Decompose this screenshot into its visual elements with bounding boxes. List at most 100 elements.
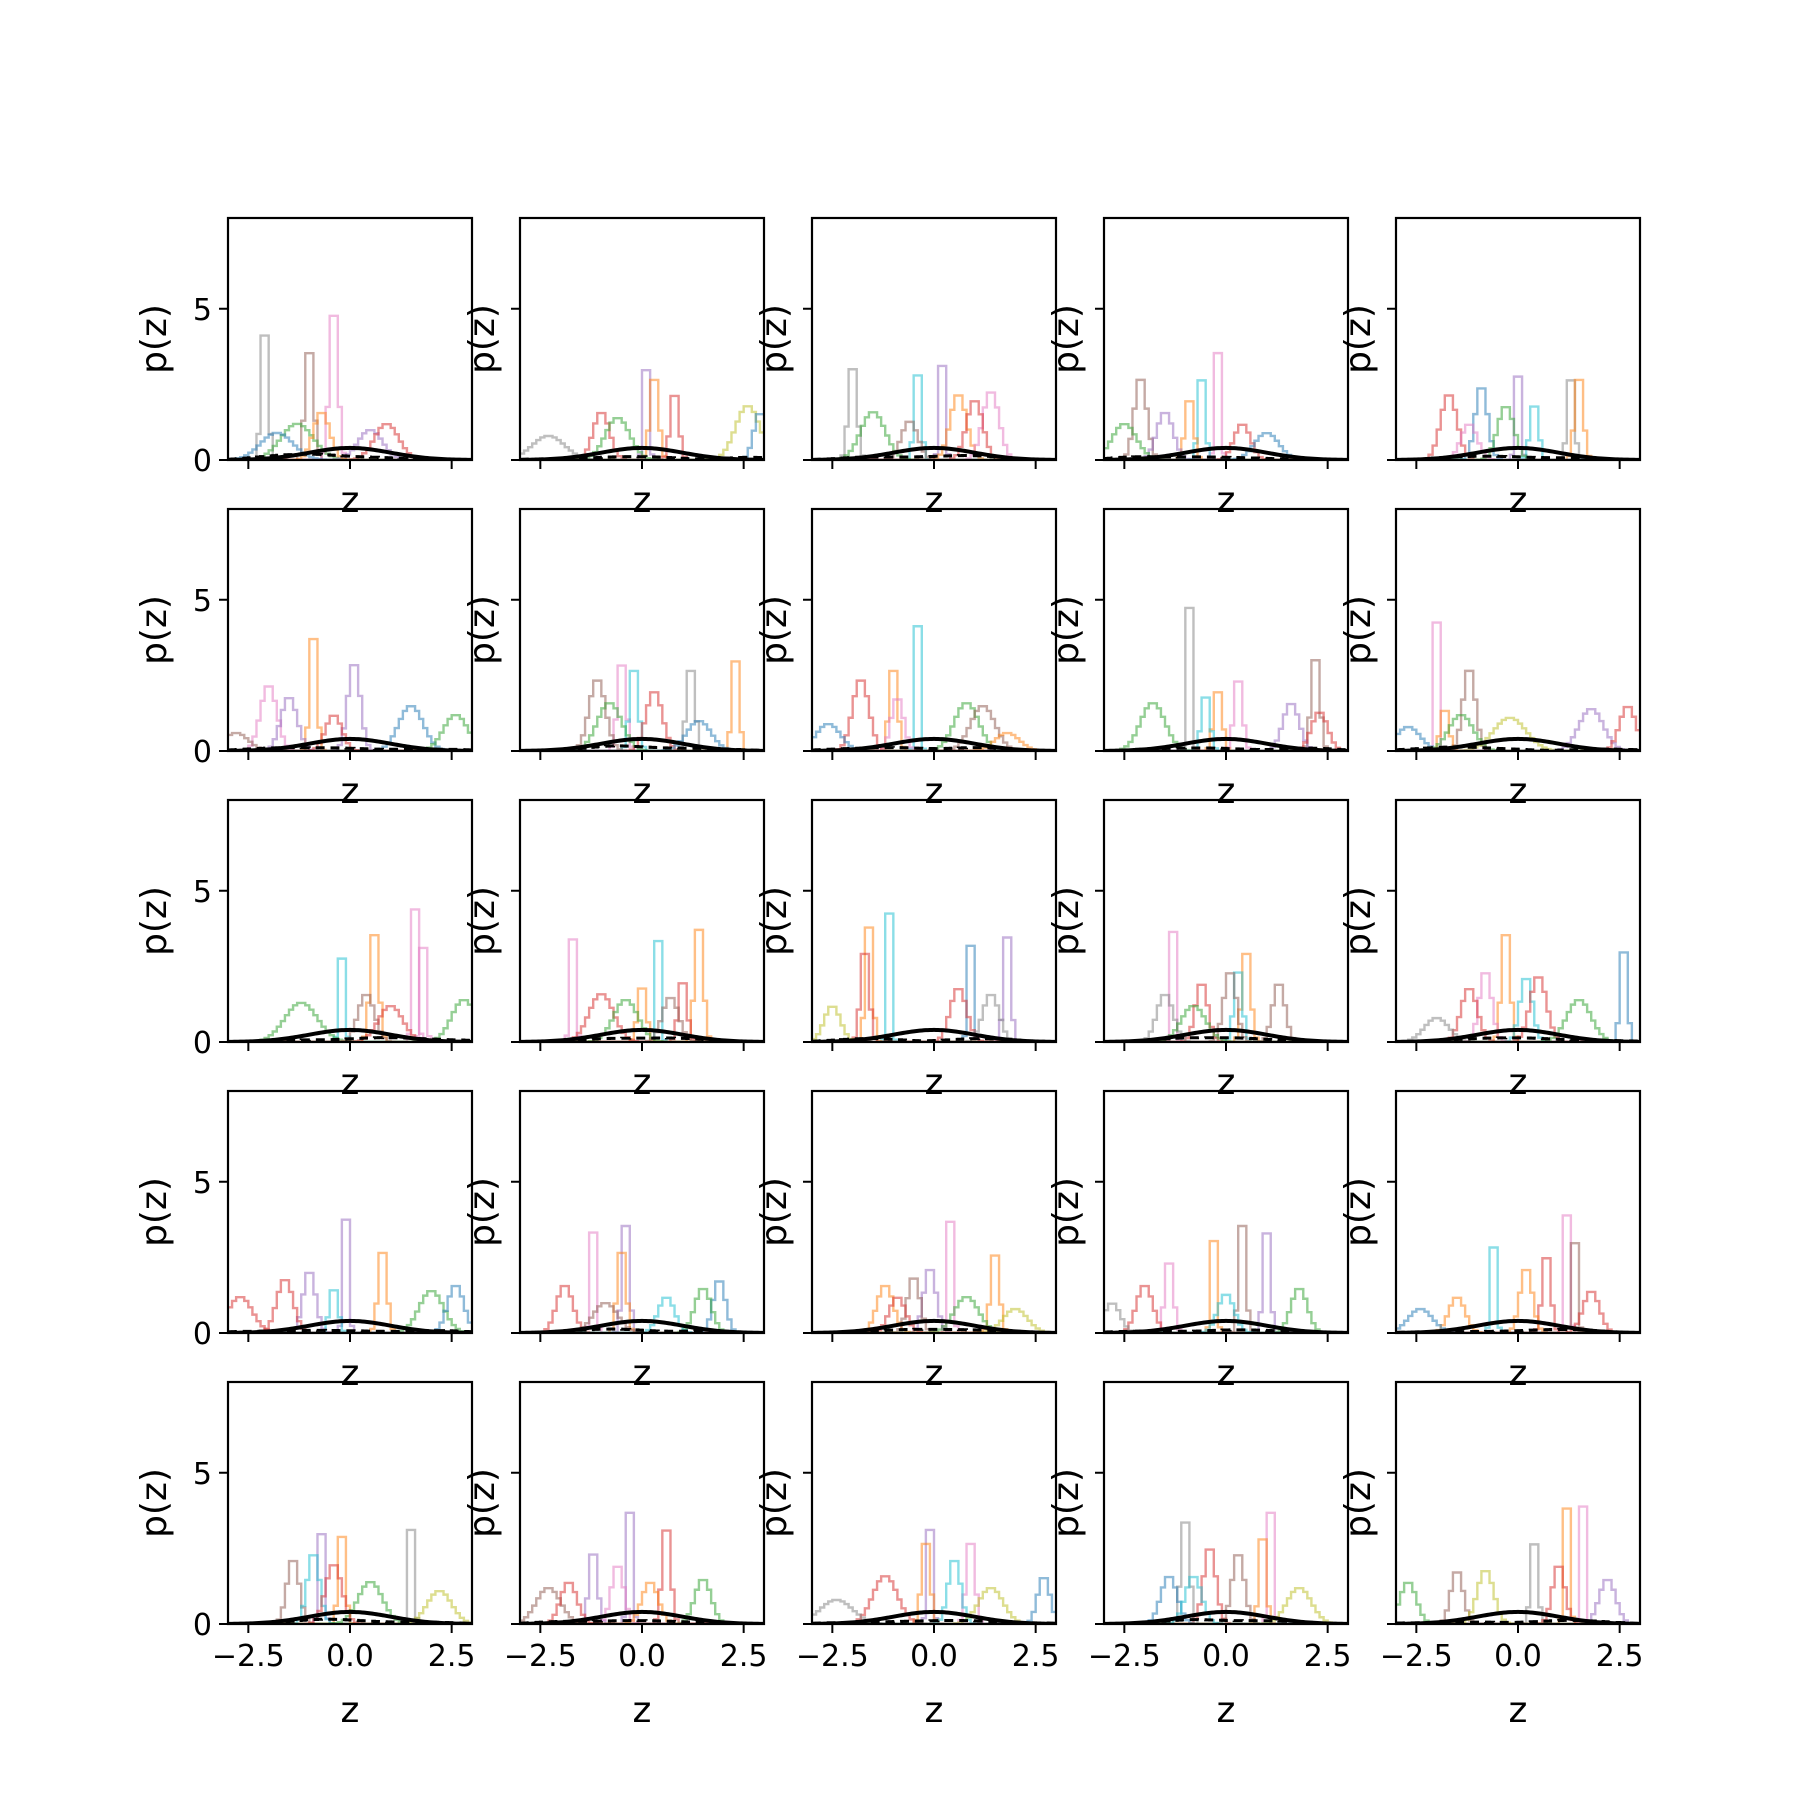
x-tick-label: 2.5 [428, 1639, 476, 1674]
histogram-series-3 [228, 685, 472, 751]
histogram-series-7 [520, 1296, 764, 1333]
y-tick-label: 0 [193, 1608, 212, 1643]
axes-frame [1394, 216, 1642, 462]
plot-area [1104, 1511, 1348, 1624]
plot-area [520, 369, 764, 460]
histogram-series-3 [228, 934, 472, 1042]
histogram-series-2 [228, 352, 472, 460]
plot-area [520, 660, 764, 751]
plot-area [228, 1218, 472, 1333]
x-axis-label: z [925, 480, 944, 521]
y-axis-label: p(z) [1338, 595, 1379, 665]
histogram-series-6 [1104, 993, 1348, 1042]
x-axis-label: z [633, 771, 652, 812]
x-axis-label: z [1217, 1062, 1236, 1103]
subplot-1-1: 0 5 z p(z) [134, 216, 474, 521]
x-axis-label: z [925, 1353, 944, 1394]
pooled-dashed-curve [1104, 746, 1348, 751]
histogram-series-2 [1104, 952, 1348, 1042]
subplot-4-5: z p(z) [1338, 1089, 1642, 1394]
subplot-1-3: z p(z) [754, 216, 1058, 521]
plot-area [812, 364, 1056, 460]
x-tick-label: 0.0 [1494, 1639, 1542, 1674]
reference-normal-curve [228, 1318, 472, 1333]
histogram-series-4 [520, 987, 764, 1042]
y-axis-label: p(z) [754, 304, 795, 374]
x-tick-label: −2.5 [1380, 1639, 1453, 1674]
histogram-series-4 [812, 936, 1056, 1042]
y-axis-label: p(z) [462, 304, 503, 374]
subplot-3-3: z p(z) [754, 798, 1058, 1103]
reference-normal-curve [520, 445, 764, 460]
axes-frame [226, 1380, 474, 1626]
histogram-series-6 [1104, 1287, 1348, 1333]
reference-normal-curve [1396, 1609, 1640, 1624]
histogram-series-3 [1104, 971, 1348, 1042]
pooled-dashed-curve [228, 1036, 472, 1042]
histogram-series-6 [520, 982, 764, 1042]
x-tick-label: 0.0 [326, 1639, 374, 1674]
plot-area [1396, 1214, 1640, 1333]
y-tick-label: 0 [193, 444, 212, 479]
y-axis-label: p(z) [1046, 1177, 1087, 1247]
reference-normal-curve [520, 1609, 764, 1624]
plot-area [228, 1528, 472, 1624]
histogram-series-1 [1104, 351, 1348, 460]
histogram-series-1 [520, 369, 764, 460]
x-tick-label: 2.5 [1596, 1639, 1644, 1674]
subplot-4-1: 0 5 z p(z) [134, 1089, 474, 1394]
reference-normal-curve [520, 736, 764, 751]
reference-normal-curve [812, 1027, 1056, 1042]
subplot-1-5: z p(z) [1338, 216, 1642, 521]
histogram-series-4 [812, 1559, 1056, 1624]
axes-frame [518, 1380, 766, 1626]
x-axis-label: z [341, 1690, 360, 1731]
histogram-series-8 [228, 1564, 472, 1624]
histogram-series-1 [520, 1511, 764, 1624]
histogram-series-7 [1396, 1578, 1640, 1624]
y-tick-label: 5 [193, 584, 212, 619]
plot-area [1104, 1224, 1348, 1333]
x-tick-label: 2.5 [720, 1639, 768, 1674]
plot-area [228, 314, 472, 460]
histogram-series-7 [520, 1581, 764, 1624]
plot-area [520, 1224, 764, 1333]
pooled-dashed-curve [1104, 455, 1348, 460]
histogram-series-7 [228, 714, 472, 751]
subplot-5-5: −2.5 0.0 2.5 z p(z) [1338, 1380, 1644, 1731]
histogram-series-6 [1104, 1554, 1348, 1624]
histogram-series-5 [520, 993, 764, 1042]
pooled-dashed-curve [228, 1328, 472, 1333]
x-axis-label: z [925, 771, 944, 812]
reference-normal-curve [812, 445, 1056, 460]
reference-normal-curve [1396, 1027, 1640, 1042]
x-axis-label: z [1509, 1690, 1528, 1731]
subplot-4-3: z p(z) [754, 1089, 1058, 1394]
histogram-series-4 [1104, 659, 1348, 751]
histogram-series-4 [812, 394, 1056, 460]
subplot-3-5: z p(z) [1338, 798, 1642, 1103]
subplot-5-3: −2.5 0.0 2.5 z p(z) [754, 1380, 1060, 1731]
histogram-series-6 [1396, 1581, 1640, 1624]
histogram-series-7 [520, 405, 764, 460]
plot-area [812, 1528, 1056, 1624]
histogram-series-1 [520, 660, 764, 751]
histogram-series-5 [1396, 1565, 1640, 1624]
histogram-series-1 [812, 368, 1056, 460]
histogram-series-2 [228, 946, 472, 1042]
histogram-series-1 [812, 1528, 1056, 1624]
x-axis-label: z [1217, 771, 1236, 812]
y-tick-label: 5 [193, 293, 212, 328]
axes-frame [1102, 798, 1350, 1044]
histogram-series-8 [228, 731, 472, 751]
y-axis-label: p(z) [134, 595, 175, 665]
x-axis-label: z [1509, 480, 1528, 521]
plot-area [1396, 621, 1640, 751]
plot-area [520, 1511, 764, 1624]
pooled-dashed-curve [1396, 1618, 1640, 1624]
x-axis-label: z [341, 480, 360, 521]
histogram-series-1 [228, 908, 472, 1042]
y-axis-label: p(z) [134, 1468, 175, 1538]
histogram-series-5 [520, 1280, 764, 1333]
reference-normal-curve [1104, 445, 1348, 460]
